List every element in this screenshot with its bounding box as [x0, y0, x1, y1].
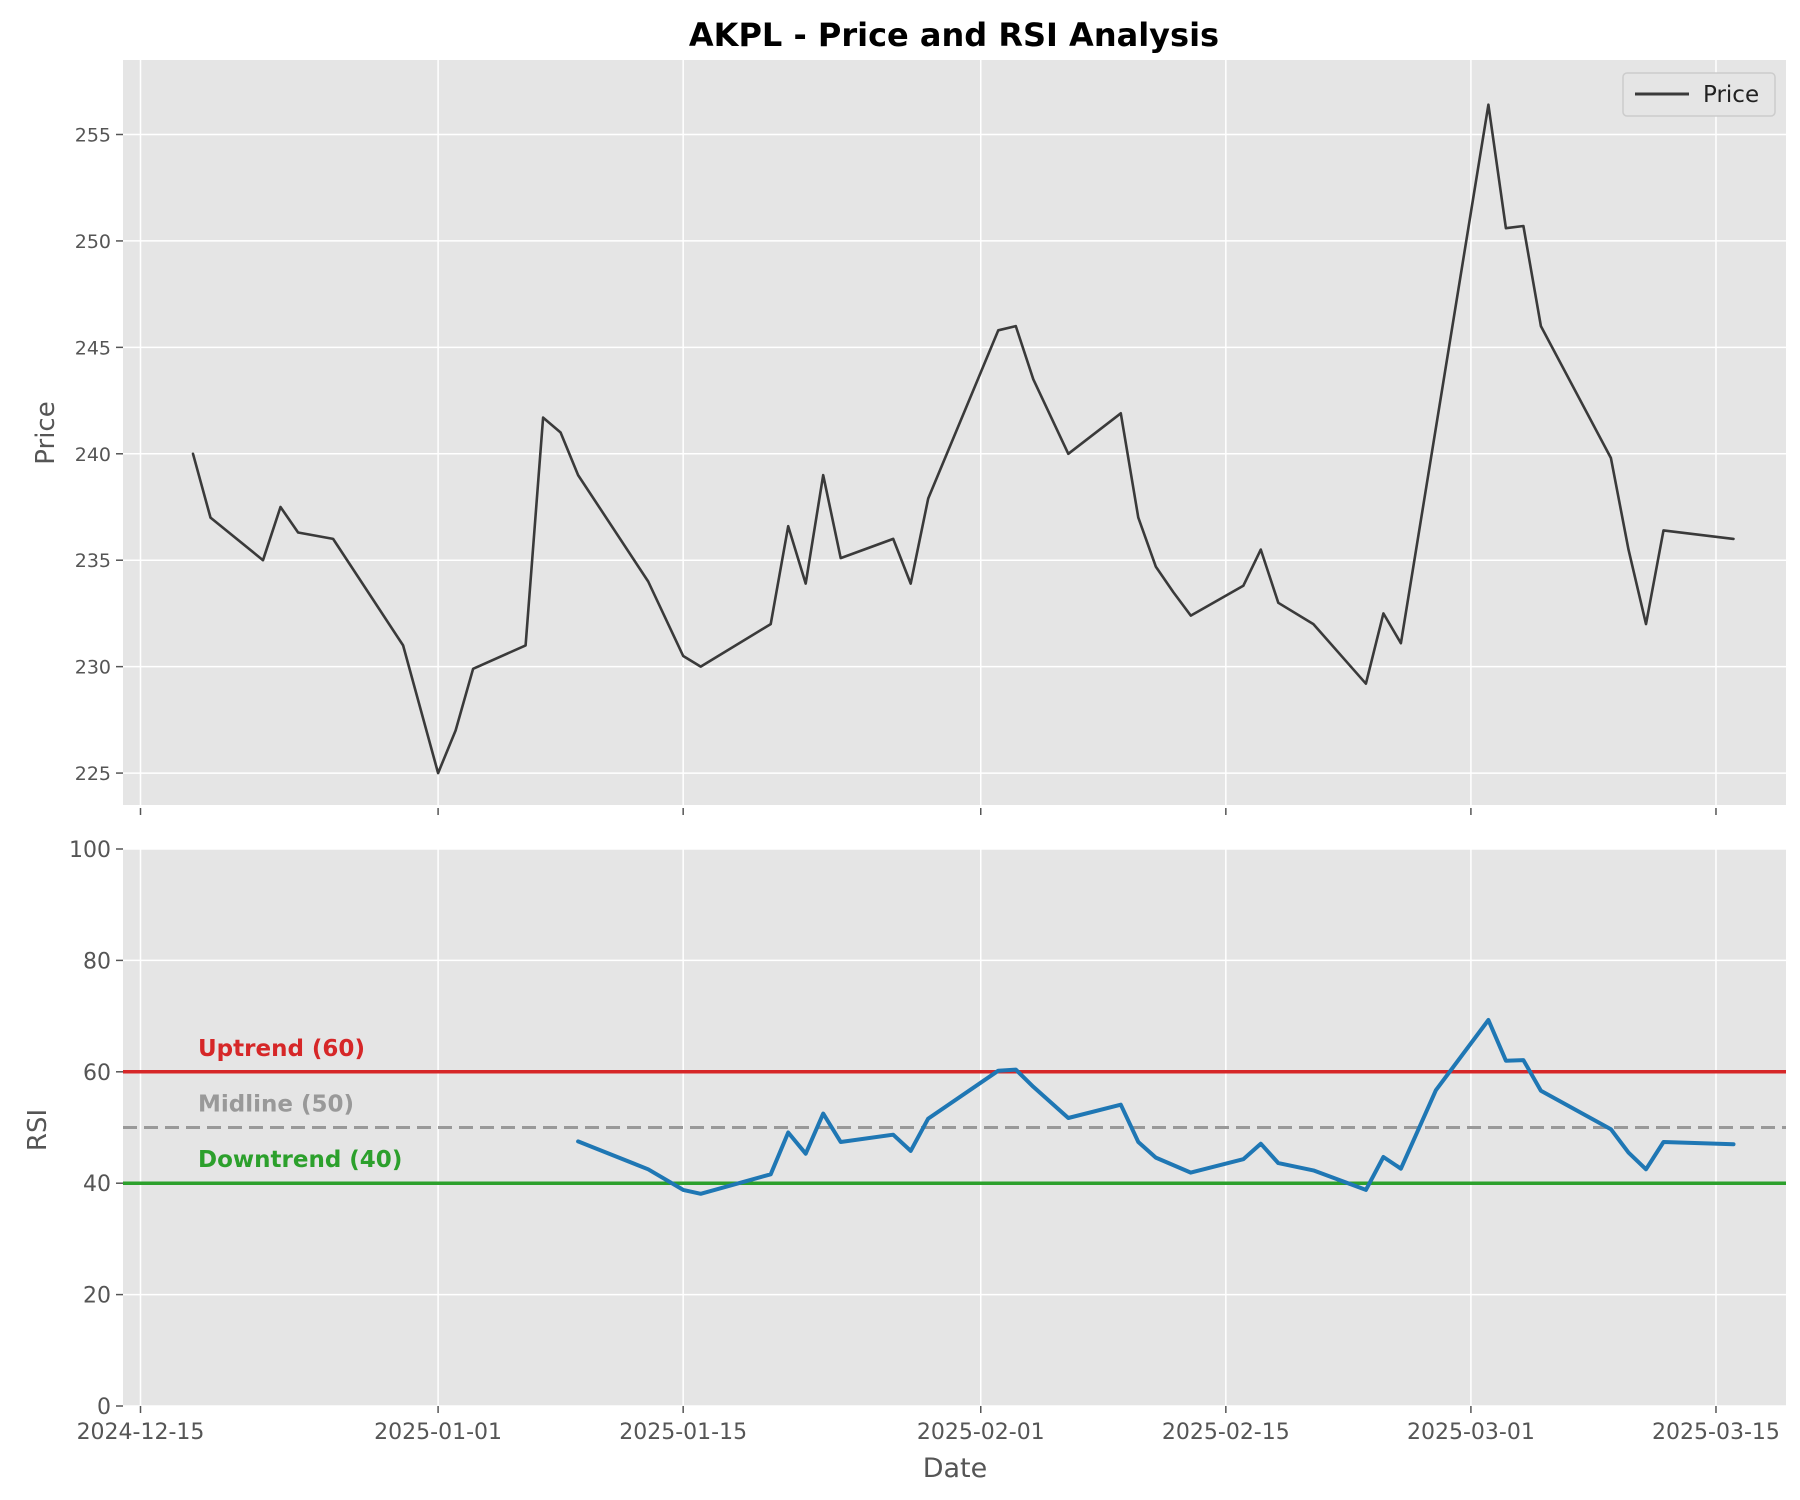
chart-title: AKPL - Price and RSI Analysis	[689, 16, 1219, 54]
price-series	[191, 103, 1735, 775]
rsi-y-tick-label: 100	[69, 838, 111, 863]
price-y-ticks: 225 230 235 240 245 250 255	[75, 125, 123, 785]
x-tick-label: 2025-03-01	[1407, 1420, 1535, 1445]
x-tick-label: 2025-01-15	[619, 1420, 747, 1445]
price-y-tick-label: 245	[75, 337, 111, 359]
x-tick-label: 2025-01-01	[374, 1420, 502, 1445]
price-y-tick-label: 225	[75, 763, 111, 785]
rsi-y-tick-label: 80	[83, 949, 111, 974]
x-tick-label: 2025-03-15	[1652, 1420, 1780, 1445]
price-y-tick-label: 235	[75, 550, 111, 572]
price-y-tick-label: 240	[75, 444, 111, 466]
rsi-y-tick-label: 60	[83, 1061, 111, 1086]
rsi-y-axis-label: RSI	[23, 1109, 53, 1151]
reference-line-label: Uptrend (60)	[198, 1036, 365, 1062]
price-y-axis-label: Price	[31, 401, 61, 464]
price-y-tick-label: 250	[75, 231, 111, 253]
rsi-x-ticks: 2024-12-15 2025-01-01 2025-01-15 2025-02-01…	[77, 1406, 1780, 1445]
price-legend: Price	[1622, 72, 1776, 117]
reference-line-label: Midline (50)	[198, 1092, 354, 1118]
price-x-ticks	[139, 808, 1717, 815]
rsi-y-tick-label: 20	[83, 1284, 111, 1309]
x-tick-label: 2024-12-15	[77, 1420, 205, 1445]
rsi-line	[576, 1018, 1736, 1196]
x-axis-label: Date	[923, 1453, 988, 1484]
rsi-y-tick-label: 0	[97, 1395, 111, 1420]
price-panel: 225 230 235 240 245 250 255 Price Price	[31, 60, 1786, 815]
price-y-tick-label: 230	[75, 657, 111, 679]
x-tick-label: 2025-02-15	[1162, 1420, 1290, 1445]
rsi-panel: Uptrend (60) Midline (50) Downtrend (40) 0…	[23, 838, 1786, 1484]
legend-box	[1622, 72, 1776, 117]
price-grid	[123, 60, 1786, 805]
price-y-tick-label: 255	[75, 125, 111, 147]
rsi-series	[576, 1018, 1736, 1196]
price-line	[191, 103, 1735, 775]
rsi-reference-lines: Uptrend (60) Midline (50) Downtrend (40)	[123, 1036, 1786, 1185]
reference-line-label: Downtrend (40)	[198, 1147, 402, 1173]
rsi-y-ticks: 0 20 40 60 80 100	[69, 838, 123, 1420]
rsi-y-tick-label: 40	[83, 1172, 111, 1197]
x-tick-label: 2025-02-01	[917, 1420, 1045, 1445]
legend-price-label: Price	[1703, 82, 1759, 108]
